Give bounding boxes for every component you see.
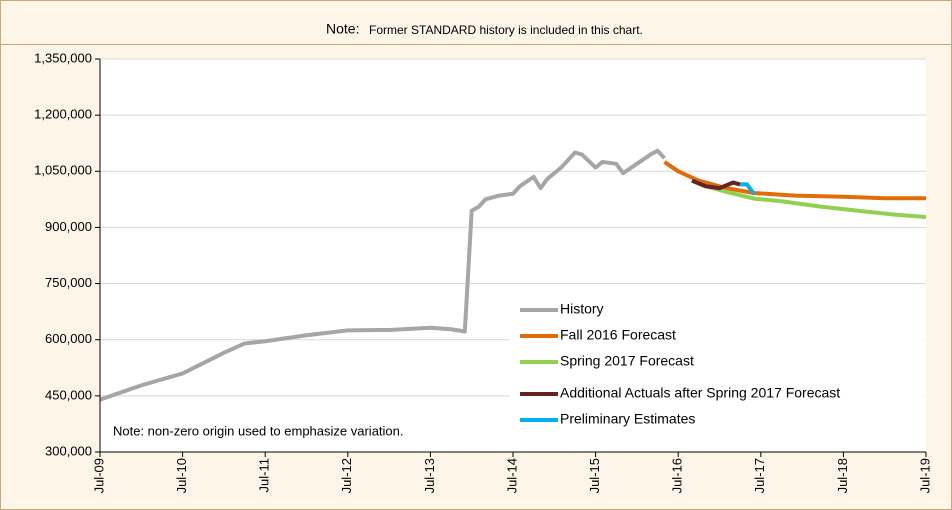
legend-label: Additional Actuals after Spring 2017 For… <box>560 385 840 401</box>
y-tick-label: 300,000 <box>45 443 92 458</box>
x-tick-label: Jul-19 <box>917 458 932 493</box>
x-tick-label: Jul-13 <box>422 458 437 493</box>
x-tick-label: Jul-18 <box>835 458 850 493</box>
y-tick-label: 450,000 <box>45 387 92 402</box>
title-prefix: Note: <box>326 21 359 37</box>
annotation: Note: non-zero origin used to emphasize … <box>113 423 404 438</box>
y-tick-label: 750,000 <box>45 275 92 290</box>
chart-title: Former STANDARD history is included in t… <box>369 23 643 37</box>
x-tick-label: Jul-16 <box>670 458 685 493</box>
legend-label: Spring 2017 Forecast <box>560 353 694 369</box>
legend-label: History <box>560 301 604 317</box>
x-tick-label: Jul-14 <box>504 458 519 493</box>
x-tick-label: Jul-09 <box>91 458 106 493</box>
y-tick-label: 600,000 <box>45 331 92 346</box>
legend: History Fall 2016 Forecast Spring 2017 For… <box>510 294 925 436</box>
x-tick-label: Jul-15 <box>587 458 602 493</box>
y-tick-label: 1,050,000 <box>34 163 92 178</box>
x-tick-label: Jul-17 <box>752 458 767 493</box>
y-tick-label: 1,350,000 <box>34 50 92 65</box>
legend-box <box>510 294 925 436</box>
series-line <box>691 178 741 191</box>
y-tick-label: 1,200,000 <box>34 107 92 122</box>
y-tick-label: 900,000 <box>45 219 92 234</box>
x-tick-label: Jul-11 <box>257 458 272 492</box>
x-tick-label: Jul-10 <box>174 458 189 493</box>
series-line <box>99 148 666 402</box>
lines <box>99 148 927 402</box>
series-line <box>740 182 756 195</box>
x-tick-label: Jul-12 <box>339 458 354 493</box>
legend-label: Fall 2016 Forecast <box>560 327 676 343</box>
legend-label: Preliminary Estimates <box>560 411 695 427</box>
